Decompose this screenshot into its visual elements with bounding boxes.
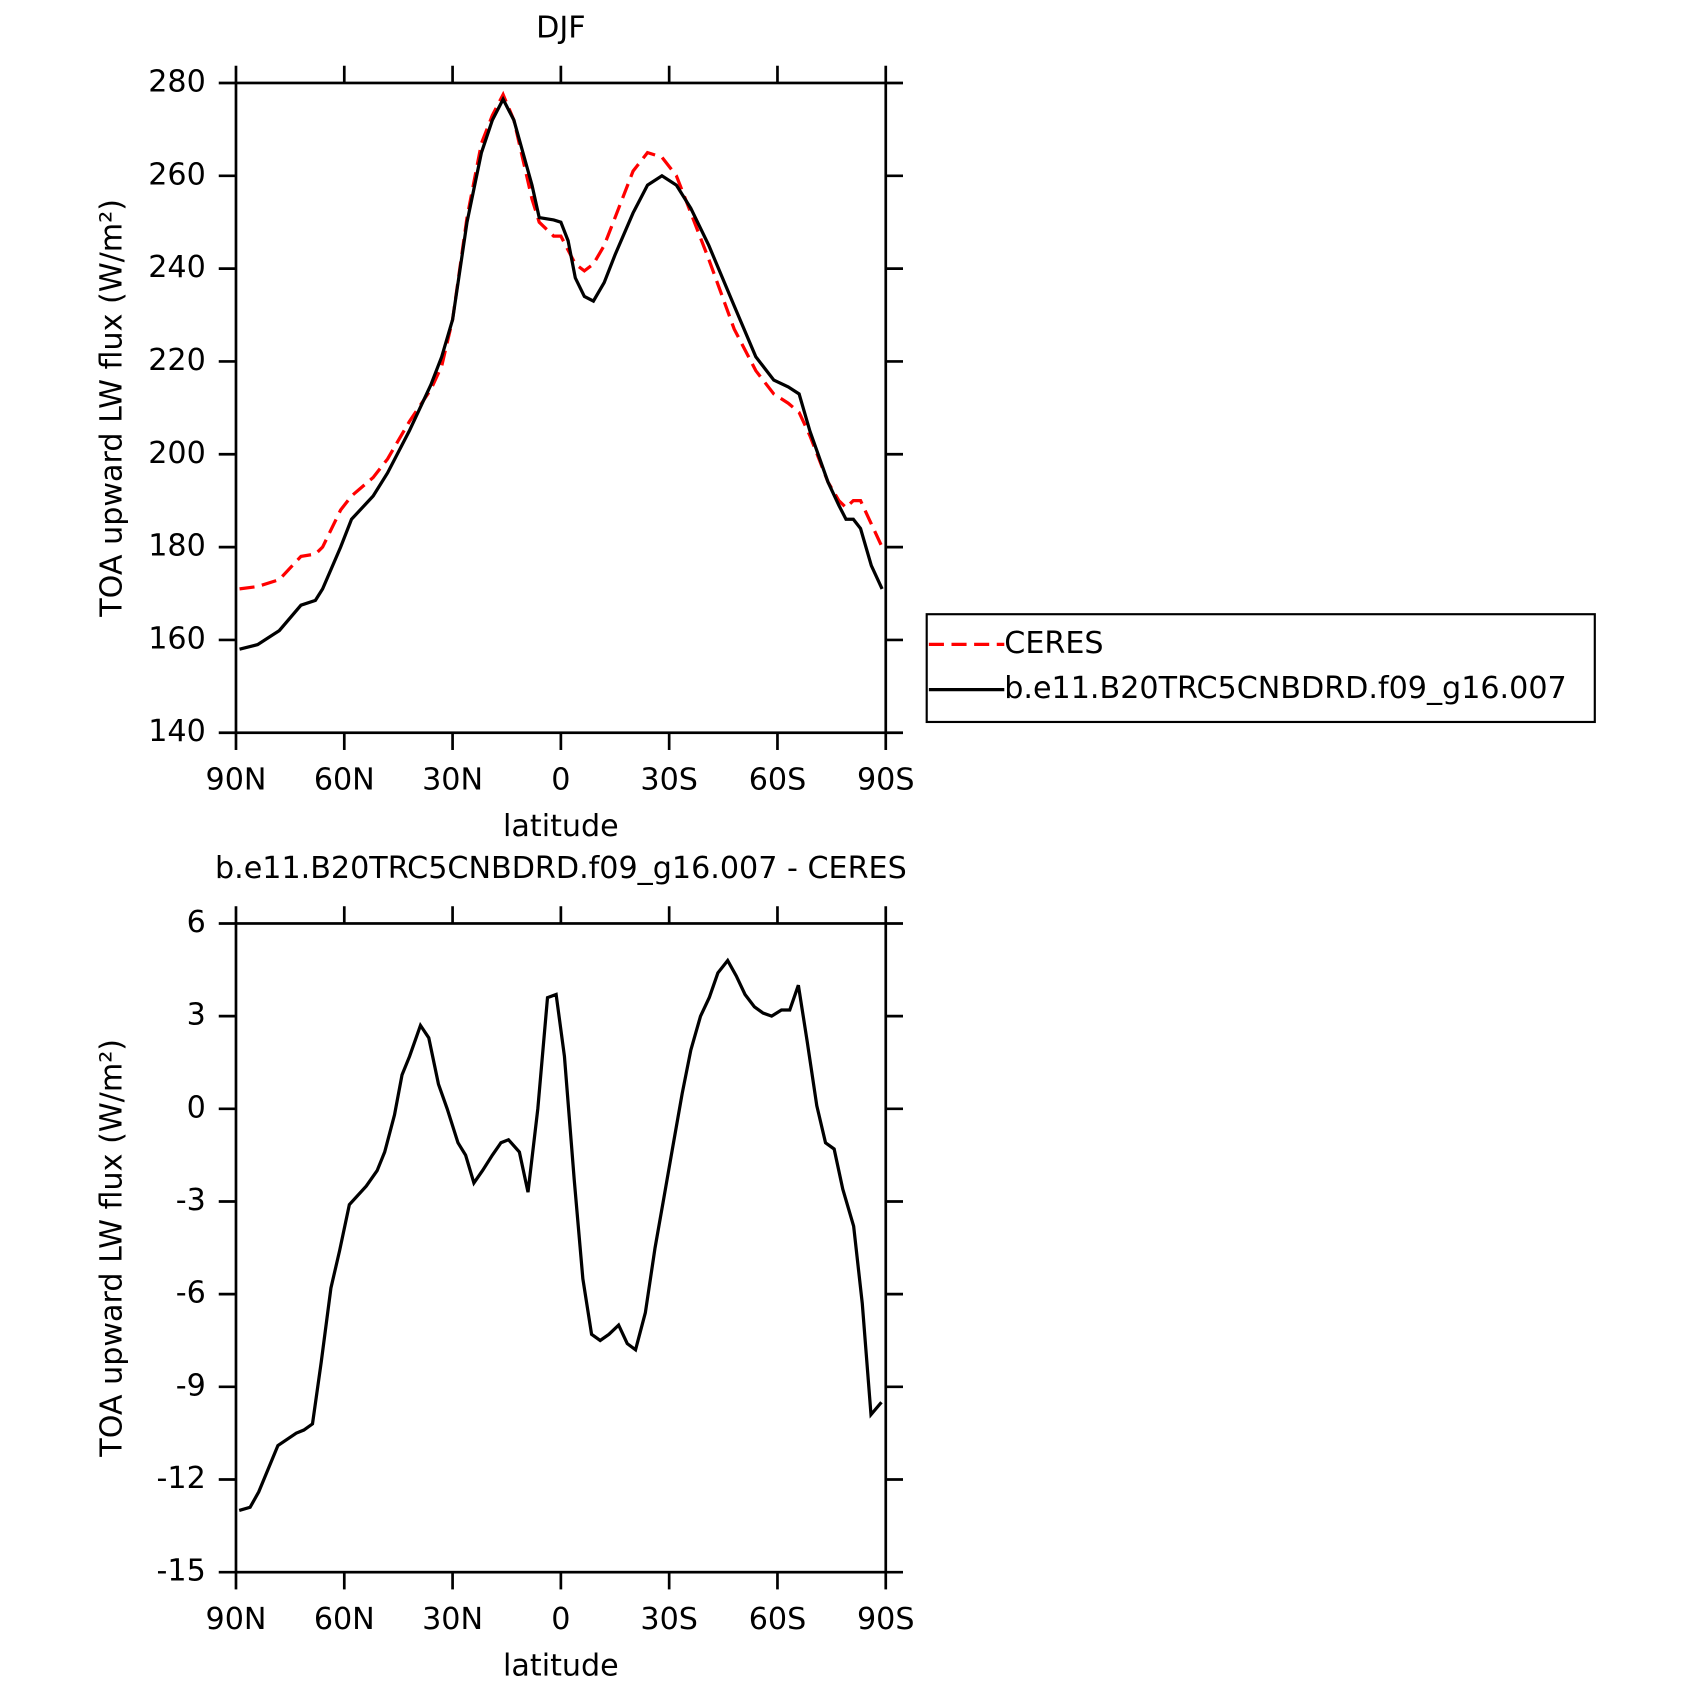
x-axis-label: latitude [503,809,619,844]
x-tick-label: 90N [206,1602,267,1637]
y-tick-label: 3 [187,998,206,1033]
y-tick-label: 180 [148,529,206,564]
x-tick-label: 90S [857,1602,915,1637]
legend: CERES b.e11.B20TRC5CNBDRD.f09_g16.007 [925,613,1596,724]
x-axis-label: latitude [503,1648,619,1681]
y-tick-label: -6 [176,1276,206,1311]
x-tick-label: 60S [749,763,807,798]
chart-title: DJF [536,11,585,46]
x-tick-label: 30N [422,1602,483,1637]
x-tick-label: 60S [749,1602,807,1637]
y-tick-label: 260 [148,157,206,192]
y-tick-label: 140 [148,714,206,749]
y-tick-label: -15 [157,1554,206,1589]
y-tick-label: 160 [148,621,206,656]
y-tick-label: 240 [148,250,206,285]
y-tick-label: 0 [187,1090,206,1125]
legend-label: CERES [1004,626,1103,661]
y-axis-label: TOA upward LW flux (W/m²) [95,199,130,618]
y-tick-label: 200 [148,436,206,471]
x-tick-label: 30N [422,763,483,798]
data-line [239,95,884,651]
x-tick-label: 60N [314,1602,375,1637]
legend-box [925,613,1596,724]
y-tick-label: 220 [148,343,206,378]
y-axis-label: TOA upward LW flux (W/m²) [95,1039,130,1458]
y-tick-label: -9 [176,1368,206,1403]
x-tick-label: 0 [551,1602,570,1637]
x-tick-label: 30S [640,763,698,798]
data-line [239,90,884,591]
x-tick-label: 90S [857,763,915,798]
x-tick-label: 60N [314,763,375,798]
y-tick-label: -3 [176,1183,206,1218]
x-tick-label: 30S [640,1602,698,1637]
plot-frame [234,81,888,735]
chart-title: b.e11.B20TRC5CNBDRD.f09_g16.007 - CERES [215,851,907,886]
x-tick-label: 0 [551,763,570,798]
y-tick-label: 280 [148,64,206,99]
x-tick-label: 90N [206,763,267,798]
y-tick-label: 6 [187,905,206,940]
legend-label: b.e11.B20TRC5CNBDRD.f09_g16.007 [1004,671,1566,706]
y-tick-label: -12 [157,1461,206,1496]
data-line [238,957,883,1512]
